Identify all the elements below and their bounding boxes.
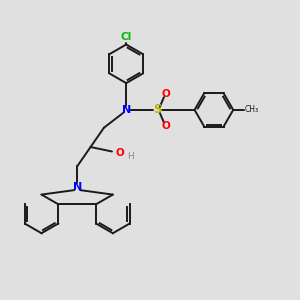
Text: CH₃: CH₃ — [244, 105, 259, 114]
Text: O: O — [162, 88, 171, 98]
Text: O: O — [116, 148, 124, 158]
Text: S: S — [153, 103, 162, 116]
Text: H: H — [127, 152, 134, 161]
Text: O: O — [162, 121, 171, 131]
Text: N: N — [73, 182, 82, 192]
Text: Cl: Cl — [121, 32, 132, 41]
Text: N: N — [122, 105, 131, 115]
